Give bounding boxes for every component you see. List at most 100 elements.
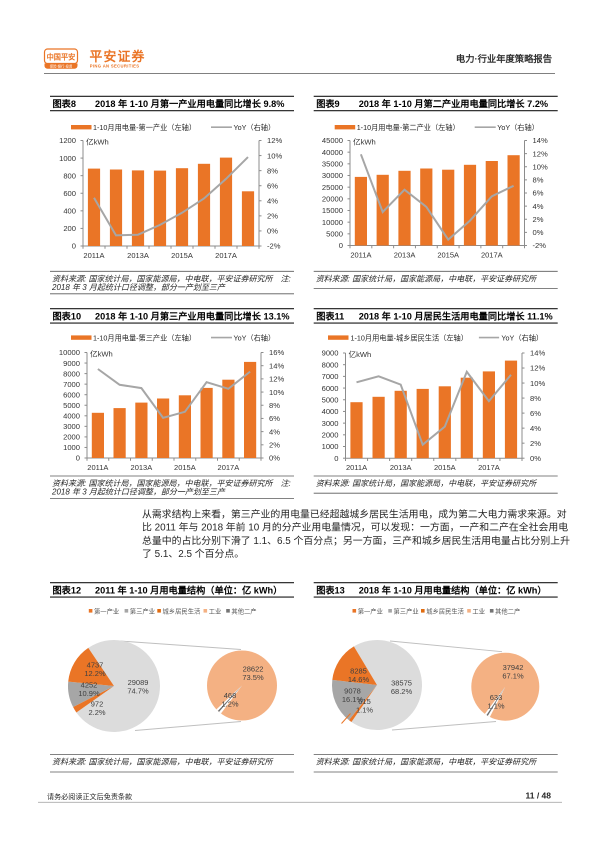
svg-text:12%: 12% bbox=[533, 149, 548, 158]
svg-text:6%: 6% bbox=[530, 409, 541, 418]
svg-text:总量中的占比分别下滑了 1.1、6.5 个百分点；另一方面，: 总量中的占比分别下滑了 1.1、6.5 个百分点；另一方面，三产和城乡居民生活用… bbox=[142, 534, 570, 547]
svg-text:2011A: 2011A bbox=[350, 251, 371, 260]
svg-text:2013A: 2013A bbox=[394, 251, 416, 260]
svg-text:2018 年 3 月起统计口径调整，部分一产划至三产: 2018 年 3 月起统计口径调整，部分一产划至三产 bbox=[51, 283, 226, 292]
svg-text:25000: 25000 bbox=[322, 183, 343, 192]
svg-text:保险·银行·投资: 保险·银行·投资 bbox=[50, 64, 73, 69]
svg-text:6%: 6% bbox=[267, 181, 278, 190]
svg-text:12%: 12% bbox=[267, 136, 282, 145]
svg-text:35000: 35000 bbox=[322, 160, 343, 169]
svg-text:4000: 4000 bbox=[322, 407, 339, 416]
svg-text:2018 年 3 月起统计口径调整，部分一产划至三产: 2018 年 3 月起统计口径调整，部分一产划至三产 bbox=[51, 488, 226, 497]
svg-text:468: 468 bbox=[224, 691, 237, 700]
svg-text:1.1%: 1.1% bbox=[356, 705, 373, 714]
svg-text:请务必阅读正文后免责条款: 请务必阅读正文后免责条款 bbox=[47, 792, 132, 801]
svg-text:3000: 3000 bbox=[322, 419, 339, 428]
svg-text:8000: 8000 bbox=[322, 360, 339, 369]
svg-text:16.1%: 16.1% bbox=[342, 695, 364, 704]
svg-text:16%: 16% bbox=[269, 348, 284, 357]
svg-text:1.2%: 1.2% bbox=[221, 700, 238, 709]
svg-text:10000: 10000 bbox=[322, 218, 343, 227]
svg-text:2017A: 2017A bbox=[478, 463, 500, 472]
svg-text:资料来源: 国家统计局，国家能源局，中电联，平安证券研究所: 资料来源: 国家统计局，国家能源局，中电联，平安证券研究所 bbox=[316, 274, 538, 283]
svg-text:YoY（右轴）: YoY（右轴） bbox=[501, 333, 543, 342]
svg-text:1-10月用电量-第二产业（左轴）: 1-10月用电量-第二产业（左轴） bbox=[357, 123, 460, 132]
svg-text:2%: 2% bbox=[267, 212, 278, 221]
svg-text:-2%: -2% bbox=[267, 242, 281, 251]
svg-text:2018 年 1-10 月第二产业用电量同比增长 7.2%: 2018 年 1-10 月第二产业用电量同比增长 7.2% bbox=[359, 98, 548, 109]
svg-text:其他二产: 其他二产 bbox=[231, 607, 256, 616]
svg-text:10%: 10% bbox=[269, 388, 284, 397]
svg-text:615: 615 bbox=[358, 697, 371, 706]
svg-text:平安证券: 平安证券 bbox=[90, 49, 146, 64]
svg-text:0: 0 bbox=[339, 241, 343, 250]
svg-text:5000: 5000 bbox=[63, 401, 80, 410]
svg-text:6000: 6000 bbox=[63, 390, 80, 399]
svg-text:4%: 4% bbox=[267, 196, 278, 205]
svg-text:400: 400 bbox=[63, 207, 76, 216]
svg-text:2011A: 2011A bbox=[346, 463, 367, 472]
svg-text:4%: 4% bbox=[269, 427, 280, 436]
svg-text:6000: 6000 bbox=[322, 384, 339, 393]
svg-text:0%: 0% bbox=[530, 454, 541, 463]
svg-text:4000: 4000 bbox=[63, 412, 80, 421]
svg-text:2000: 2000 bbox=[63, 433, 80, 442]
svg-text:1-10月用电量-第三产业（左轴）: 1-10月用电量-第三产业（左轴） bbox=[93, 333, 196, 342]
svg-text:2015A: 2015A bbox=[434, 463, 456, 472]
svg-text:亿kWh: 亿kWh bbox=[90, 349, 113, 359]
svg-text:29089: 29089 bbox=[128, 678, 149, 687]
svg-text:亿kWh: 亿kWh bbox=[349, 349, 372, 359]
svg-text:4252: 4252 bbox=[81, 681, 98, 690]
svg-text:68.2%: 68.2% bbox=[391, 687, 413, 696]
svg-text:9078: 9078 bbox=[344, 687, 361, 696]
svg-text:8%: 8% bbox=[530, 394, 541, 403]
svg-text:30000: 30000 bbox=[322, 171, 343, 180]
svg-text:9000: 9000 bbox=[63, 359, 80, 368]
svg-text:2011A: 2011A bbox=[83, 251, 104, 260]
svg-text:YoY（右轴）: YoY（右轴） bbox=[234, 123, 276, 132]
svg-text:10%: 10% bbox=[267, 151, 282, 160]
svg-text:8%: 8% bbox=[267, 166, 278, 175]
svg-text:8000: 8000 bbox=[63, 369, 80, 378]
svg-text:67.1%: 67.1% bbox=[502, 671, 524, 680]
svg-text:10.9%: 10.9% bbox=[78, 689, 100, 698]
svg-text:73.5%: 73.5% bbox=[242, 673, 264, 682]
svg-text:亿kWh: 亿kWh bbox=[353, 137, 376, 147]
svg-text:资料来源: 国家统计局，国家能源局，中电联，平安证券研究所: 资料来源: 国家统计局，国家能源局，中电联，平安证券研究所 注: bbox=[52, 274, 291, 283]
svg-text:2017A: 2017A bbox=[215, 251, 237, 260]
svg-text:5000: 5000 bbox=[322, 395, 339, 404]
svg-text:3000: 3000 bbox=[63, 422, 80, 431]
svg-text:第三产业: 第三产业 bbox=[394, 607, 419, 616]
svg-text:6%: 6% bbox=[533, 189, 544, 198]
svg-text:2015A: 2015A bbox=[174, 463, 196, 472]
svg-text:2%: 2% bbox=[269, 441, 280, 450]
svg-text:45000: 45000 bbox=[322, 136, 343, 145]
svg-text:11 / 48: 11 / 48 bbox=[525, 790, 551, 800]
svg-text:9000: 9000 bbox=[322, 349, 339, 358]
svg-text:1000: 1000 bbox=[59, 154, 76, 163]
svg-text:资料来源: 国家统计局，国家能源局，中电联，平安证券研究所: 资料来源: 国家统计局，国家能源局，中电联，平安证券研究所 bbox=[52, 758, 274, 767]
svg-text:0: 0 bbox=[76, 454, 80, 463]
svg-text:12.2%: 12.2% bbox=[84, 669, 106, 678]
svg-text:633: 633 bbox=[490, 693, 503, 702]
svg-text:7000: 7000 bbox=[322, 372, 339, 381]
svg-text:4%: 4% bbox=[530, 424, 541, 433]
svg-text:5000: 5000 bbox=[326, 230, 343, 239]
svg-text:资料来源: 国家统计局，国家能源局，中电联，平安证券研究所: 资料来源: 国家统计局，国家能源局，中电联，平安证券研究所 bbox=[316, 758, 538, 767]
svg-text:4%: 4% bbox=[533, 202, 544, 211]
svg-text:800: 800 bbox=[63, 171, 76, 180]
svg-text:10%: 10% bbox=[533, 162, 548, 171]
svg-text:972: 972 bbox=[91, 700, 104, 709]
svg-text:2013A: 2013A bbox=[131, 463, 153, 472]
svg-text:第三产业: 第三产业 bbox=[130, 607, 155, 616]
svg-text:城乡居民生活: 城乡居民生活 bbox=[426, 607, 464, 616]
svg-text:资料来源: 国家统计局，国家能源局，中电联，平安证券研究所: 资料来源: 国家统计局，国家能源局，中电联，平安证券研究所 bbox=[316, 479, 538, 488]
svg-text:0%: 0% bbox=[533, 228, 544, 237]
svg-text:从需求结构上来看，第三产业的用电量已经超越城乡居民生活用电，: 从需求结构上来看，第三产业的用电量已经超越城乡居民生活用电，成为第二大电力需求来… bbox=[142, 507, 567, 520]
svg-text:YoY（右轴）: YoY（右轴） bbox=[234, 333, 276, 342]
svg-text:74.7%: 74.7% bbox=[127, 686, 149, 695]
svg-text:-2%: -2% bbox=[533, 241, 547, 250]
svg-text:图表12: 图表12 bbox=[53, 585, 82, 596]
svg-text:4737: 4737 bbox=[87, 661, 104, 670]
svg-text:1000: 1000 bbox=[63, 443, 80, 452]
